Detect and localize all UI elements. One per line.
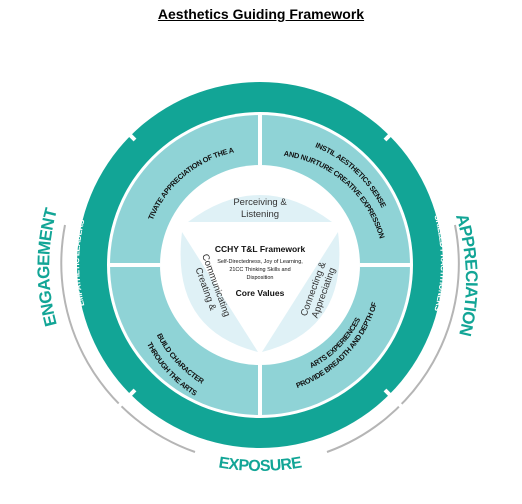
triangle-top-label-2: Listening bbox=[241, 209, 279, 220]
inner-ring-dividers bbox=[110, 115, 410, 415]
triangle-top-segment bbox=[188, 195, 332, 222]
engagement-arc bbox=[60, 224, 196, 453]
appreciation-arc bbox=[326, 224, 460, 453]
page-title: Aesthetics Guiding Framework bbox=[157, 6, 365, 22]
triangle-right-segment bbox=[262, 232, 340, 352]
side-label-engagement: ENGAGEMENT bbox=[34, 205, 61, 328]
outer-label-top: PASSIONATE ADVOCATES bbox=[210, 62, 310, 78]
center-heading: CCHY T&L Framework bbox=[215, 244, 306, 254]
center-line-1: Self-Directedness, Joy of Learning, bbox=[217, 259, 303, 265]
side-label-appreciation: APPRECIATION bbox=[452, 211, 481, 337]
outer-ring-dividers bbox=[105, 110, 415, 420]
side-label-exposure: EXPOSURE bbox=[217, 454, 303, 475]
triangle-left-segment bbox=[180, 232, 258, 352]
triangle-top-label-1: Perceiving & bbox=[233, 197, 287, 208]
center-core-values: Core Values bbox=[236, 288, 285, 298]
center-line-3: Disposition bbox=[247, 275, 274, 281]
center-line-2: 21CC Thinking Skills and bbox=[229, 267, 290, 273]
